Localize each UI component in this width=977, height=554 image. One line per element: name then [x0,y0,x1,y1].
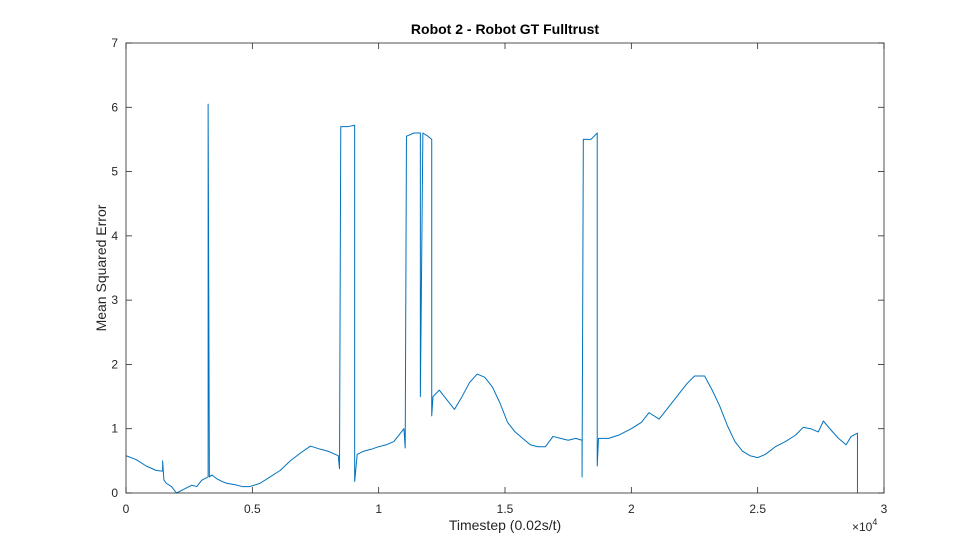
ticks-layer: 0 0.5 1 1.5 2 2.5 3 0 1 2 3 4 5 6 7 [111,36,887,516]
x-axis-title: Timestep (0.02s/t) [449,517,561,533]
x-tick-label: 2.5 [749,502,766,516]
x-axis-exponent: ×104 [852,517,877,534]
x-tick-label: 1 [375,502,382,516]
plot-area-background [126,43,884,493]
series-line-0 [125,103,858,494]
x-axis-exponent-power: 4 [872,517,877,527]
chart-title: Robot 2 - Robot GT Fulltrust [411,21,600,37]
x-tick-label: 3 [881,502,888,516]
x-tick-label: 2 [628,502,635,516]
y-tick-label: 1 [111,422,118,436]
y-tick-label: 5 [111,165,118,179]
y-tick-label: 0 [111,486,118,500]
y-tick-label: 7 [111,36,118,50]
y-tick-label: 6 [111,100,118,114]
y-tick-label: 2 [111,357,118,371]
y-tick-label: 3 [111,293,118,307]
x-axis-exponent-base: ×10 [852,520,873,534]
x-tick-label: 0.5 [244,502,261,516]
x-tick-label: 1.5 [497,502,514,516]
y-tick-label: 4 [111,229,118,243]
x-tick-label: 0 [123,502,130,516]
series-layer [125,103,858,494]
y-axis-title: Mean Squared Error [93,204,109,331]
